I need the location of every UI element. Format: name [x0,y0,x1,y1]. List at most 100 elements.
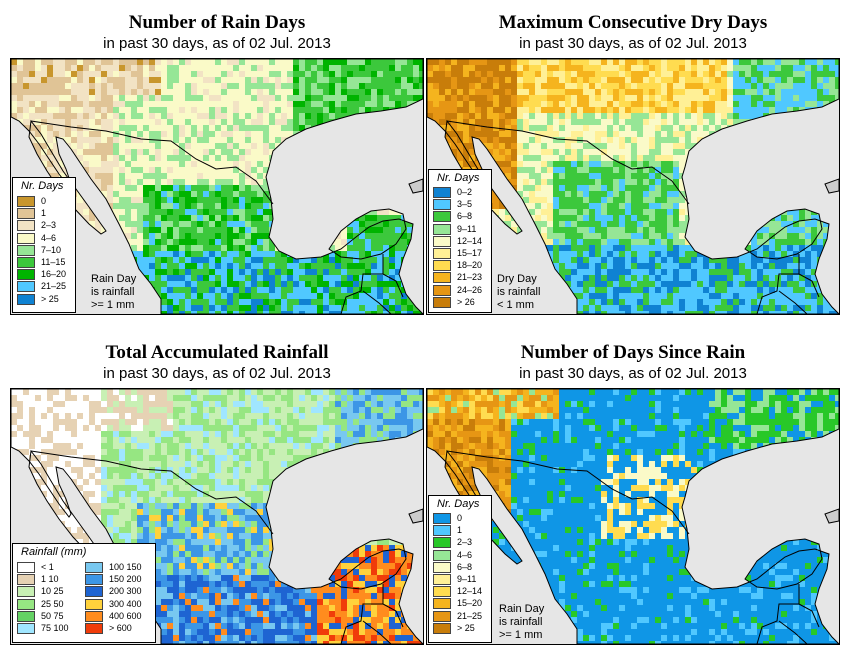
legend-label: 3–5 [457,199,473,210]
legend-swatch [17,220,35,232]
coastline [444,119,523,235]
legend-swatch [433,525,451,537]
legend-label: 50 75 [41,610,64,621]
legend-label: 1 10 [41,574,59,585]
legend-swatch [433,235,451,247]
legend-label: 2–3 [41,220,57,231]
legend-swatch [433,610,451,622]
country-border [756,584,820,644]
legend-label: 25 50 [41,598,64,609]
rain-day-note: Rain Day is rainfall >= 1 mm [499,603,544,642]
legend-label: 9–11 [457,574,477,584]
legend-label: 1 [41,208,47,219]
legend-label: 21–25 [457,610,483,621]
legend-swatch [433,199,451,211]
legend-swatch [17,293,35,305]
legend-label: 100 150 [109,562,142,572]
legend-label: 15–20 [457,598,483,609]
legend-label: 6–8 [457,211,473,222]
legend-label: 200 300 [109,586,142,597]
note-line: >= 1 mm [499,629,543,641]
panel-title: Maximum Consecutive Dry Days [498,12,768,33]
country-border [756,254,820,314]
panel-subtitle: in past 30 days, as of 02 Jul. 2013 [103,365,331,382]
island-cuba [408,508,423,524]
legend-title: Rainfall (mm) [21,546,87,558]
legend-swatch [85,598,103,610]
legend-swatch [17,586,35,598]
legend-swatch [17,208,35,220]
legend-swatch [85,586,103,598]
coastline [11,59,423,314]
legend-swatch [433,537,451,549]
legend-swatch [433,211,451,223]
legend-label: > 600 [109,623,132,633]
coastline [444,449,523,565]
legend-swatch [433,586,451,598]
legend-label: > 26 [457,296,475,307]
legend-swatch [433,248,451,259]
legend-title: Nr. Days [437,498,480,510]
map-canvas [11,59,423,314]
panel-subtitle: in past 30 days, as of 02 Jul. 2013 [519,365,747,382]
legend-label: 6–8 [457,561,473,572]
island-cuba [824,508,839,524]
coastline [11,389,423,644]
note-line: Dry Day [497,273,537,285]
panel-subtitle: in past 30 days, as of 02 Jul. 2013 [103,35,331,52]
legend-label: 0 [41,196,47,206]
map-canvas [427,389,839,644]
legend-swatch [433,272,451,284]
coastline [328,538,407,590]
panel-title: Number of Rain Days [128,12,306,33]
legend-label: 10 25 [41,586,64,597]
legend-label: > 25 [457,622,475,633]
coastline [744,208,823,260]
legend-label: 21–23 [457,272,483,283]
legend-title: Nr. Days [437,172,480,184]
legend-label: 2–3 [457,537,473,548]
legend-swatch [17,574,35,586]
legend-label: 0 [457,513,463,523]
legend-label: 11–15 [41,257,66,267]
legend-swatch [433,260,451,272]
legend-label: 12–14 [457,235,483,246]
legend-label: 21–25 [41,281,67,292]
map-dry-days: Nr. Days 0–2 3–5 6–8 9–11 12–14 15–17 18–20 21–… [426,58,840,315]
island-cuba [824,178,839,194]
panel-title: Total Accumulated Rainfall [105,342,329,363]
legend-label: 4–6 [41,232,57,243]
legend-swatch [17,610,35,622]
legend-swatch [433,284,451,296]
country-border [340,584,404,644]
coastline [328,208,407,260]
legend-swatch [17,598,35,610]
legend-label: 12–14 [457,586,483,597]
legend-swatch [433,513,451,524]
legend-label: 9–11 [457,223,477,234]
legend-swatch [85,574,103,586]
legend-label: 400 600 [109,610,142,621]
note-line: is rainfall [91,286,135,298]
legend-swatch [433,187,451,198]
rain-day-note: Rain Day is rainfall >= 1 mm [91,273,136,312]
legend-swatch [433,574,451,585]
country-border [446,450,690,535]
island-cuba [408,178,423,194]
coastline [744,538,823,590]
legend-label: 4–6 [457,549,473,560]
dry-day-note: Dry Day is rainfall < 1 mm [497,273,540,312]
legend-swatch [433,549,451,561]
legend-swatch [17,281,35,293]
legend-swatch [433,561,451,573]
legend-label: 0–2 [457,187,473,197]
legend-label: 15–17 [457,248,483,258]
legend-label: 300 400 [109,598,142,609]
legend-label: 18–20 [457,260,483,271]
legend-rain-days: Nr. Days 0 1 2–3 4–6 7–10 11–15 16–20 21–25 > 25 [12,177,76,313]
legend-label: 1 [457,525,463,536]
map-days-since-rain: Nr. Days 0 1 2–3 4–6 6–8 9–11 12–14 15–20 21–25 >… [426,388,840,645]
coastline [28,119,107,235]
map-rain-days: Nr. Days 0 1 2–3 4–6 7–10 11–15 16–20 21–25 > 25… [10,58,424,315]
